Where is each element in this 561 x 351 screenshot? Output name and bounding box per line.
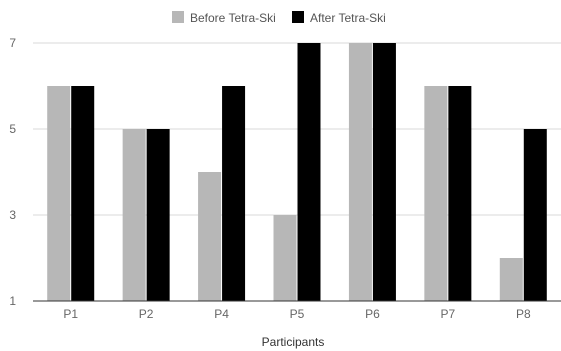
bar-p8-before-tetra-ski [499, 258, 523, 301]
legend-label-before-tetra-ski: Before Tetra-Ski [190, 11, 276, 25]
y-tick-label-3: 3 [9, 208, 16, 222]
bar-p5-after-tetra-ski [297, 43, 321, 301]
bar-p2-before-tetra-ski [122, 129, 146, 301]
y-tick-label-1: 1 [9, 294, 16, 308]
bar-p7-after-tetra-ski [448, 86, 472, 301]
legend-swatch-before-tetra-ski [172, 11, 184, 23]
y-tick-label-5: 5 [9, 122, 16, 136]
bar-p1-after-tetra-ski [71, 86, 95, 301]
bar-p2-after-tetra-ski [146, 129, 170, 301]
bar-p1-before-tetra-ski [47, 86, 71, 301]
x-tick-label-p8: P8 [516, 307, 531, 321]
bar-p4-before-tetra-ski [198, 172, 222, 301]
x-tick-label-p1: P1 [63, 307, 78, 321]
y-tick-label-7: 7 [9, 36, 16, 50]
legend: Before Tetra-Ski After Tetra-Ski [172, 11, 386, 25]
legend-swatch-after-tetra-ski [292, 11, 304, 23]
bar-p4-after-tetra-ski [222, 86, 246, 301]
x-tick-label-p7: P7 [441, 307, 456, 321]
x-tick-label-p4: P4 [214, 307, 229, 321]
bar-p5-before-tetra-ski [273, 215, 297, 301]
x-tick-label-p5: P5 [290, 307, 305, 321]
bar-p6-before-tetra-ski [348, 43, 372, 301]
x-tick-label-p6: P6 [365, 307, 380, 321]
x-axis-title: Participants [262, 335, 325, 349]
bar-p8-after-tetra-ski [523, 129, 547, 301]
bar-p6-after-tetra-ski [372, 43, 396, 301]
x-axis: P1 P2 P4 P5 P6 P7 P8 [33, 300, 561, 321]
legend-label-after-tetra-ski: After Tetra-Ski [310, 11, 386, 25]
bar-p7-before-tetra-ski [424, 86, 448, 301]
gridlines [33, 42, 561, 216]
x-tick-label-p2: P2 [139, 307, 154, 321]
bars [47, 43, 547, 301]
y-axis: 1 3 5 7 [9, 36, 16, 308]
